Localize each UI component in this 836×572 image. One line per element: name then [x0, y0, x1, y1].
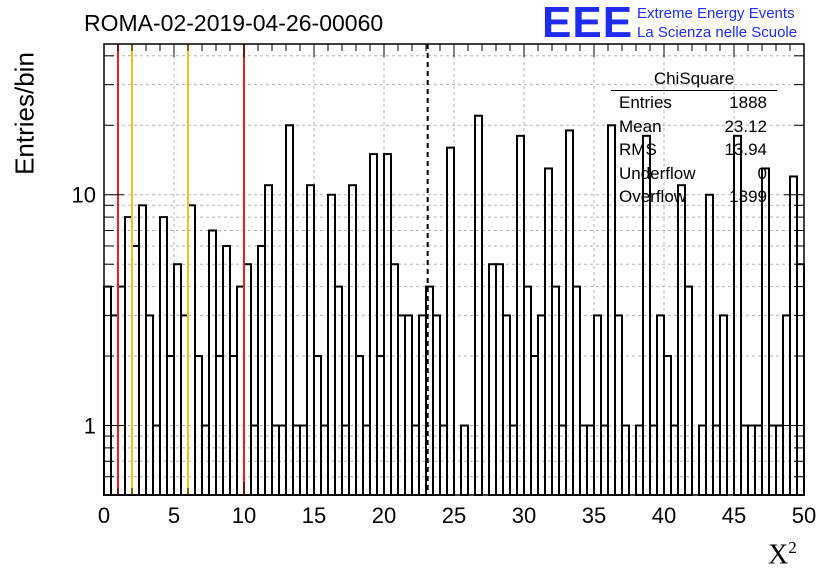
stat-row-underflow: Underflow 0: [611, 162, 781, 186]
histogram-bin: [397, 314, 406, 496]
x-tick-label: 40: [652, 503, 676, 528]
histogram-bin: [285, 124, 294, 496]
histogram-bin: [110, 314, 119, 496]
y-tick-label: 1: [84, 414, 96, 439]
histogram-bin: [565, 129, 574, 497]
histogram-bin: [145, 314, 154, 496]
histogram-bin: [236, 285, 245, 496]
stat-label: Underflow: [619, 163, 696, 183]
histogram-bin: [348, 184, 357, 497]
histogram-bin: [523, 285, 532, 496]
x-tick-label: 45: [722, 503, 746, 528]
histogram-bin: [551, 285, 560, 496]
histogram-bin: [474, 114, 483, 497]
stat-value: 1888: [729, 93, 767, 112]
histogram-bin: [390, 263, 399, 496]
stat-label: Entries: [619, 93, 672, 112]
histogram-bin: [334, 285, 343, 496]
stat-row-rms: RMS 13.94: [611, 138, 781, 162]
histogram-bin: [173, 263, 182, 496]
x-tick-label: 10: [232, 503, 256, 528]
histogram-bin: [782, 314, 791, 496]
x-tick-label: 15: [302, 503, 326, 528]
logo-mark: EEE: [542, 0, 634, 47]
histogram-bin: [306, 184, 315, 497]
stat-value: 1399: [729, 187, 767, 206]
stat-value: 0: [757, 163, 767, 183]
x-axis-label: X2: [768, 538, 797, 571]
histogram-bin: [264, 184, 273, 497]
histogram-bin: [488, 263, 497, 496]
histogram-bin: [719, 314, 728, 496]
histogram-bin: [656, 314, 665, 496]
stat-row-entries: Entries 1888: [611, 91, 781, 115]
histogram-bin: [789, 175, 798, 496]
x-tick-label: 0: [98, 503, 110, 528]
x-tick-label: 50: [792, 503, 816, 528]
histogram-bin: [131, 244, 140, 496]
histogram-bin: [502, 314, 511, 496]
x-axis-label-superscript: 2: [788, 538, 797, 557]
histogram-bin: [418, 314, 427, 496]
histogram-bin: [222, 244, 231, 496]
stat-label: Mean: [619, 116, 662, 136]
histogram-bin: [796, 263, 805, 496]
histogram-bin: [677, 184, 686, 497]
x-tick-label: 5: [168, 503, 180, 528]
y-tick-label: 10: [72, 183, 96, 208]
stat-label: Overflow: [619, 187, 687, 206]
histogram-bin: [103, 285, 112, 496]
eee-logo: EEE Extreme Energy Events La Scienza nel…: [542, 0, 832, 47]
histogram-bin: [537, 314, 546, 496]
stat-row-overflow: Overflow 1399: [611, 185, 781, 209]
stats-title: ChiSquare: [611, 68, 777, 91]
histogram-bin: [187, 204, 196, 497]
stat-value: 13.94: [724, 140, 767, 159]
histogram-bin: [243, 263, 252, 496]
x-tick-label: 30: [512, 503, 536, 528]
stats-box: ChiSquare Entries 1888 Mean 23.12 RMS 13…: [611, 68, 781, 209]
histogram-bin: [495, 263, 504, 496]
x-tick-label: 20: [372, 503, 396, 528]
histogram-bin: [705, 193, 714, 496]
histogram-bin: [684, 285, 693, 496]
logo-text-line-2: La Scienza nelle Scuole: [637, 24, 798, 41]
histogram-bin: [117, 285, 126, 496]
x-tick-label: 25: [442, 503, 466, 528]
histogram-bin: [432, 314, 441, 496]
x-tick-label: 35: [582, 503, 606, 528]
histogram-bin: [614, 314, 623, 496]
histogram-bin: [257, 244, 266, 496]
histogram-bin: [593, 314, 602, 496]
logo-text-line-1: Extreme Energy Events: [637, 5, 795, 22]
run-title: ROMA-02-2019-04-26-00060: [84, 10, 384, 36]
histogram-bin: [180, 314, 189, 496]
stat-value: 23.12: [724, 116, 767, 136]
histogram-bin: [572, 285, 581, 496]
histogram-bin: [327, 193, 336, 496]
y-axis-label: Entries/bin: [9, 52, 40, 175]
histogram-bin: [446, 146, 455, 497]
x-axis-label-base: X: [768, 539, 789, 571]
histogram-bin: [404, 314, 413, 496]
stat-row-mean: Mean 23.12: [611, 115, 781, 139]
histogram-bin: [208, 229, 217, 497]
histogram-bin: [138, 204, 147, 497]
stat-label: RMS: [619, 140, 657, 159]
